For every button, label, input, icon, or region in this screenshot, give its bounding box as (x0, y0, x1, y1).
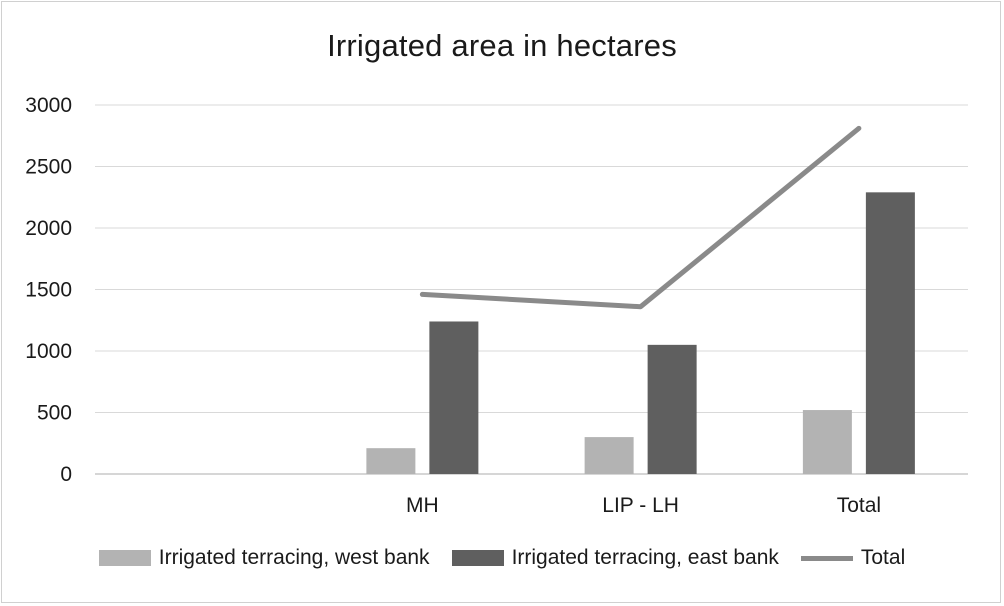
y-tick-label: 1500 (25, 279, 72, 302)
y-tick-label: 500 (37, 402, 72, 425)
bars (366, 192, 915, 474)
y-tick-label: 2000 (25, 217, 72, 240)
legend-swatch (98, 550, 151, 566)
legend-line-swatch (800, 555, 853, 561)
legend-label: Irrigated terracing, west bank (158, 546, 430, 569)
y-tick-label: 0 (60, 463, 72, 486)
y-tick-label: 2500 (25, 156, 72, 179)
bar-east-bank (429, 321, 479, 474)
legend-label: Irrigated terracing, east bank (511, 546, 779, 569)
legend-label: Total (860, 546, 906, 569)
legend-swatch (451, 550, 504, 566)
legend-item: Irrigated terracing, east bank (451, 546, 779, 570)
x-tick-label: LIP - LH (602, 494, 679, 517)
total-line (419, 125, 862, 310)
bar-west-bank (584, 437, 634, 474)
x-axis-ticks: MH LIP - LH Total (406, 494, 881, 517)
y-axis-ticks: 0 500 1000 1500 2000 2500 3000 (25, 94, 72, 486)
x-tick-label: MH (406, 494, 439, 517)
chart-title: Irrigated area in hectares (327, 28, 677, 63)
y-tick-label: 3000 (25, 94, 72, 117)
bar-west-bank (366, 448, 416, 474)
legend: Irrigated terracing, west bank Irrigated … (0, 546, 1004, 570)
bar-east-bank (865, 192, 915, 474)
total-line-layer (419, 125, 862, 310)
bar-west-bank (802, 410, 852, 474)
legend-item: Total (800, 546, 906, 570)
bar-east-bank (647, 344, 697, 474)
legend-item: Irrigated terracing, west bank (98, 546, 430, 570)
x-tick-label: Total (837, 494, 881, 517)
y-tick-label: 1000 (25, 340, 72, 363)
gridlines (95, 104, 968, 475)
